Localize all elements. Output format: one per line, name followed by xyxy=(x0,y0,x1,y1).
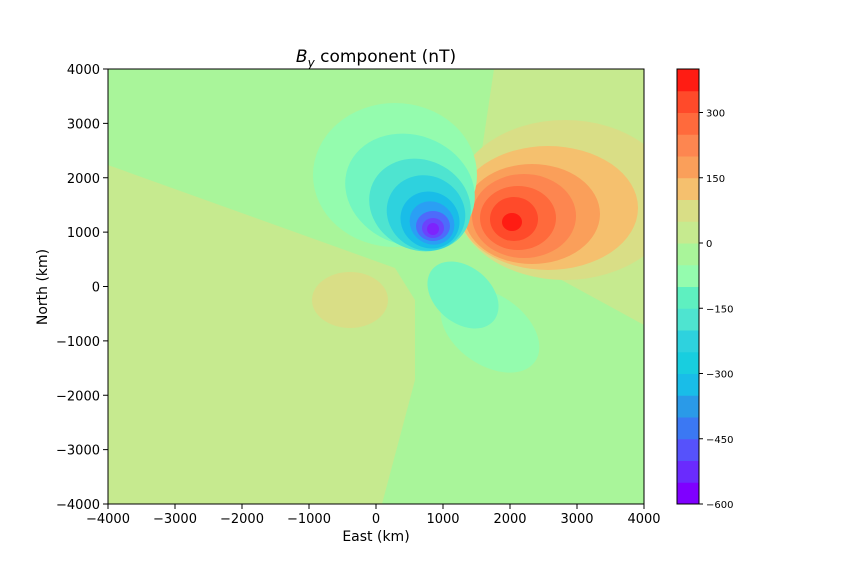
colorbar-segment xyxy=(677,134,699,157)
colorbar-segment xyxy=(677,417,699,440)
colorbar-segment xyxy=(677,308,699,331)
y-tick-label: −4000 xyxy=(56,498,100,513)
x-tick-label: 1000 xyxy=(426,512,459,527)
y-tick-label: 0 xyxy=(92,281,100,296)
colorbar-segment xyxy=(677,351,699,374)
colorbar-tick-label: 300 xyxy=(706,109,725,120)
x-tick-label: 4000 xyxy=(627,512,660,527)
neg-contour-4 xyxy=(427,261,499,329)
colorbar-tick-label: −600 xyxy=(706,500,733,511)
y-tick-label: 4000 xyxy=(67,63,100,78)
y-tick-label: 2000 xyxy=(67,172,100,187)
positive-region-small xyxy=(312,272,388,328)
colorbar-tick-label: 150 xyxy=(706,174,725,185)
contour-plot-area xyxy=(108,69,644,504)
colorbar-segment xyxy=(677,69,699,92)
positive-region-left xyxy=(108,165,415,504)
colorbar-segment xyxy=(677,373,699,396)
colorbar-segment xyxy=(677,243,699,266)
colorbar-segment xyxy=(677,482,699,505)
y-axis: 4000 3000 2000 1000 0 −1000 −2000 −3000 −4000 xyxy=(56,63,108,513)
colorbar-segment xyxy=(677,264,699,287)
colorbar-segment xyxy=(677,438,699,461)
x-tick-label: −2000 xyxy=(220,512,264,527)
x-tick-label: −4000 xyxy=(86,512,130,527)
colorbar-segment xyxy=(677,286,699,309)
colorbar-segment xyxy=(677,156,699,179)
x-axis-title: East (km) xyxy=(342,529,409,545)
y-tick-label: 3000 xyxy=(67,117,100,132)
colorbar-tick-label: 0 xyxy=(706,239,712,250)
neg-contour-11 xyxy=(427,223,439,235)
colorbar-segment xyxy=(677,177,699,200)
colorbar-tick-label: −300 xyxy=(706,370,733,381)
x-tick-label: 3000 xyxy=(560,512,593,527)
colorbar-segment xyxy=(677,90,699,113)
colorbar-tick-label: −450 xyxy=(706,435,733,446)
y-axis-title: North (km) xyxy=(35,249,51,325)
colorbar-segment xyxy=(677,330,699,353)
x-tick-label: −1000 xyxy=(287,512,331,527)
y-tick-label: −1000 xyxy=(56,335,100,350)
colorbar-segment xyxy=(677,395,699,418)
x-tick-label: −3000 xyxy=(153,512,197,527)
x-tick-label: 0 xyxy=(372,512,380,527)
chart-title: By component (nT) xyxy=(296,47,456,70)
colorbar-segment xyxy=(677,460,699,483)
x-axis: −4000 −3000 −2000 −1000 0 1000 2000 3000 4000 xyxy=(86,504,661,527)
y-tick-label: −3000 xyxy=(56,444,100,459)
y-tick-label: −2000 xyxy=(56,389,100,404)
colorbar-segment xyxy=(677,112,699,135)
colorbar-frame xyxy=(676,68,700,505)
colorbar-segment xyxy=(677,221,699,244)
y-tick-label: 1000 xyxy=(67,226,100,241)
x-tick-label: 2000 xyxy=(493,512,526,527)
colorbar-segment xyxy=(677,199,699,222)
colorbar: 300 150 0 −150 −300 −450 −600 xyxy=(676,68,733,511)
colorbar-tick-label: −150 xyxy=(706,304,733,315)
pos-contour-7 xyxy=(502,213,522,231)
